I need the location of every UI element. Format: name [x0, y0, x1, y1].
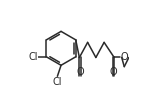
Text: Cl: Cl	[28, 52, 38, 62]
Text: O: O	[76, 67, 84, 77]
Text: O: O	[110, 67, 117, 77]
Text: Cl: Cl	[53, 77, 62, 87]
Text: O: O	[120, 52, 128, 62]
